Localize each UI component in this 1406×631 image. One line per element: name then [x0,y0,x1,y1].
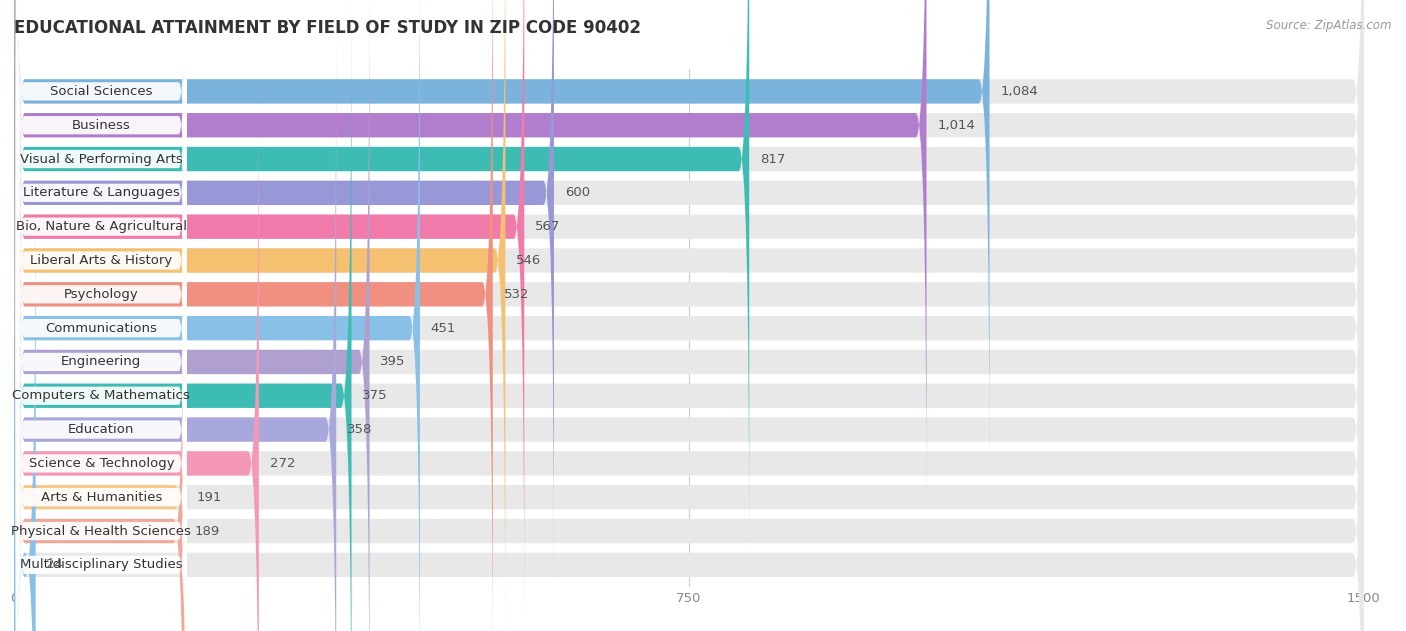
Text: 600: 600 [565,186,591,199]
Text: EDUCATIONAL ATTAINMENT BY FIELD OF STUDY IN ZIP CODE 90402: EDUCATIONAL ATTAINMENT BY FIELD OF STUDY… [14,19,641,37]
FancyBboxPatch shape [14,2,352,631]
Text: 1,014: 1,014 [938,119,976,132]
Text: 24: 24 [46,558,63,571]
Text: Multidisciplinary Studies: Multidisciplinary Studies [20,558,183,571]
FancyBboxPatch shape [14,0,524,620]
FancyBboxPatch shape [14,0,1364,485]
FancyBboxPatch shape [14,0,492,631]
Text: Social Sciences: Social Sciences [51,85,153,98]
Text: Arts & Humanities: Arts & Humanities [41,491,162,504]
FancyBboxPatch shape [14,0,1364,631]
FancyBboxPatch shape [14,70,1364,631]
FancyBboxPatch shape [14,138,1364,631]
FancyBboxPatch shape [14,138,184,631]
FancyBboxPatch shape [15,134,187,631]
FancyBboxPatch shape [15,236,187,631]
FancyBboxPatch shape [14,0,1364,631]
FancyBboxPatch shape [15,0,187,556]
FancyBboxPatch shape [14,2,1364,631]
FancyBboxPatch shape [15,0,187,522]
FancyBboxPatch shape [14,0,1364,586]
Text: 567: 567 [536,220,561,233]
FancyBboxPatch shape [15,168,187,631]
Text: 358: 358 [347,423,373,436]
Text: Literature & Languages: Literature & Languages [22,186,180,199]
Text: 375: 375 [363,389,388,402]
FancyBboxPatch shape [15,0,187,420]
Text: 1,084: 1,084 [1000,85,1038,98]
FancyBboxPatch shape [15,0,187,488]
FancyBboxPatch shape [14,103,186,631]
FancyBboxPatch shape [15,67,187,631]
Text: 546: 546 [516,254,541,267]
FancyBboxPatch shape [14,0,749,553]
FancyBboxPatch shape [14,70,259,631]
FancyBboxPatch shape [14,0,1364,631]
Text: 532: 532 [503,288,529,301]
FancyBboxPatch shape [14,103,1364,631]
FancyBboxPatch shape [14,0,927,519]
Text: Education: Education [67,423,135,436]
Text: Source: ZipAtlas.com: Source: ZipAtlas.com [1267,19,1392,32]
FancyBboxPatch shape [15,33,187,623]
FancyBboxPatch shape [15,202,187,631]
Text: Computers & Mathematics: Computers & Mathematics [13,389,190,402]
FancyBboxPatch shape [14,0,370,631]
Text: 817: 817 [761,153,786,165]
FancyBboxPatch shape [14,171,35,631]
FancyBboxPatch shape [14,0,420,631]
Text: Psychology: Psychology [63,288,139,301]
Text: Liberal Arts & History: Liberal Arts & History [30,254,173,267]
Text: Physical & Health Sciences: Physical & Health Sciences [11,524,191,538]
Text: Visual & Performing Arts: Visual & Performing Arts [20,153,183,165]
Text: Bio, Nature & Agricultural: Bio, Nature & Agricultural [15,220,187,233]
FancyBboxPatch shape [14,171,1364,631]
FancyBboxPatch shape [14,0,1364,553]
FancyBboxPatch shape [15,0,187,589]
FancyBboxPatch shape [15,0,187,454]
FancyBboxPatch shape [14,0,1364,620]
FancyBboxPatch shape [15,269,187,631]
Text: Business: Business [72,119,131,132]
FancyBboxPatch shape [14,0,505,631]
Text: 191: 191 [197,491,222,504]
FancyBboxPatch shape [14,36,1364,631]
Text: Engineering: Engineering [62,355,142,369]
FancyBboxPatch shape [14,0,990,485]
FancyBboxPatch shape [15,0,187,387]
Text: Science & Technology: Science & Technology [28,457,174,470]
Text: 395: 395 [380,355,406,369]
FancyBboxPatch shape [15,100,187,631]
FancyBboxPatch shape [14,0,1364,631]
FancyBboxPatch shape [14,36,336,631]
Text: 451: 451 [430,322,456,334]
FancyBboxPatch shape [14,0,554,586]
Text: Communications: Communications [45,322,157,334]
Text: 272: 272 [270,457,295,470]
Text: 189: 189 [195,524,221,538]
FancyBboxPatch shape [14,0,1364,519]
